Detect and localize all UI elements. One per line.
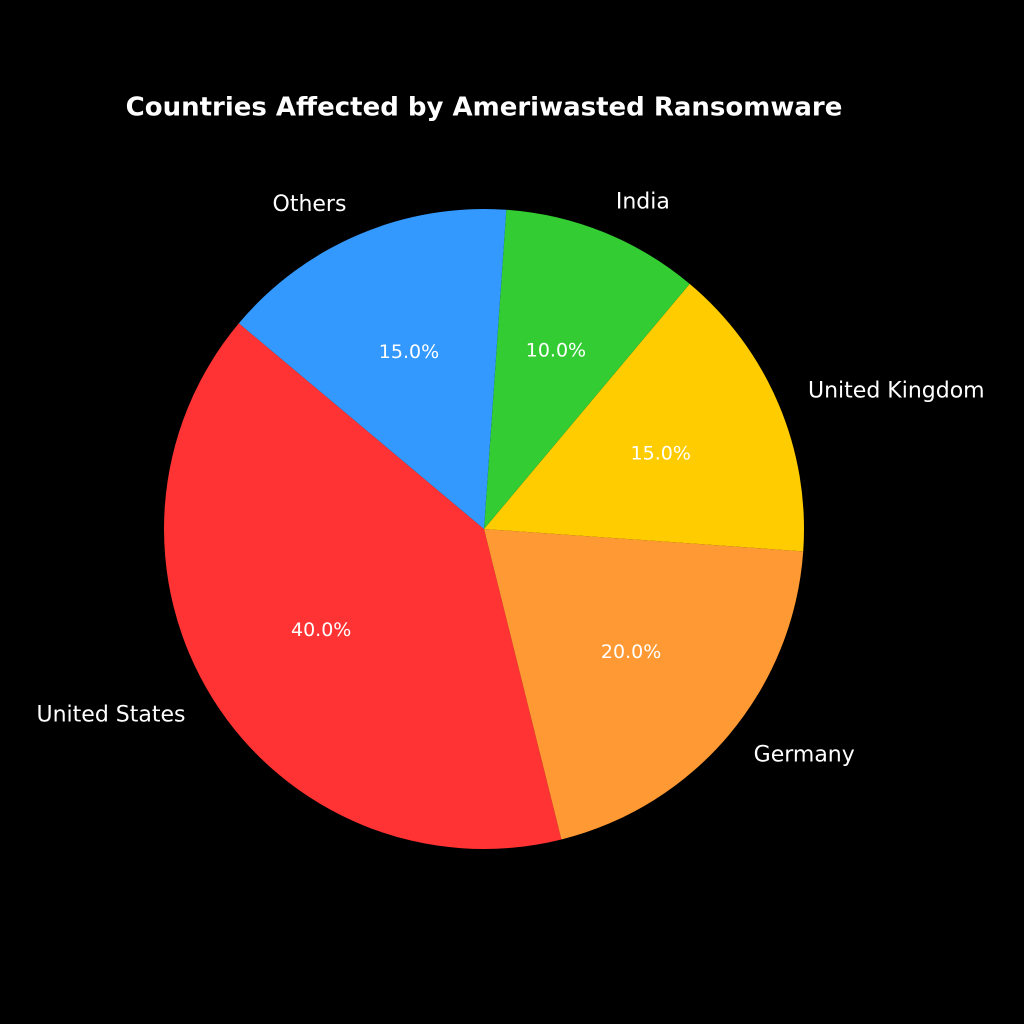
pie-slice xyxy=(238,209,507,529)
pie-slice xyxy=(484,209,690,529)
value-label: 10.0% xyxy=(526,339,586,361)
value-label: 15.0% xyxy=(631,442,691,464)
pie-slice xyxy=(484,283,804,552)
category-label: India xyxy=(616,190,670,215)
category-label: Others xyxy=(273,192,347,217)
category-label: Germany xyxy=(754,742,855,767)
value-label: 20.0% xyxy=(601,641,661,663)
pie-slice xyxy=(484,529,804,840)
value-label: 40.0% xyxy=(291,619,351,641)
value-label: 15.0% xyxy=(379,341,439,363)
pie-slice xyxy=(163,323,562,850)
category-label: United States xyxy=(37,703,186,728)
category-label: United Kingdom xyxy=(808,378,985,403)
chart-title: Countries Affected by Ameriwasted Ransom… xyxy=(126,93,843,123)
